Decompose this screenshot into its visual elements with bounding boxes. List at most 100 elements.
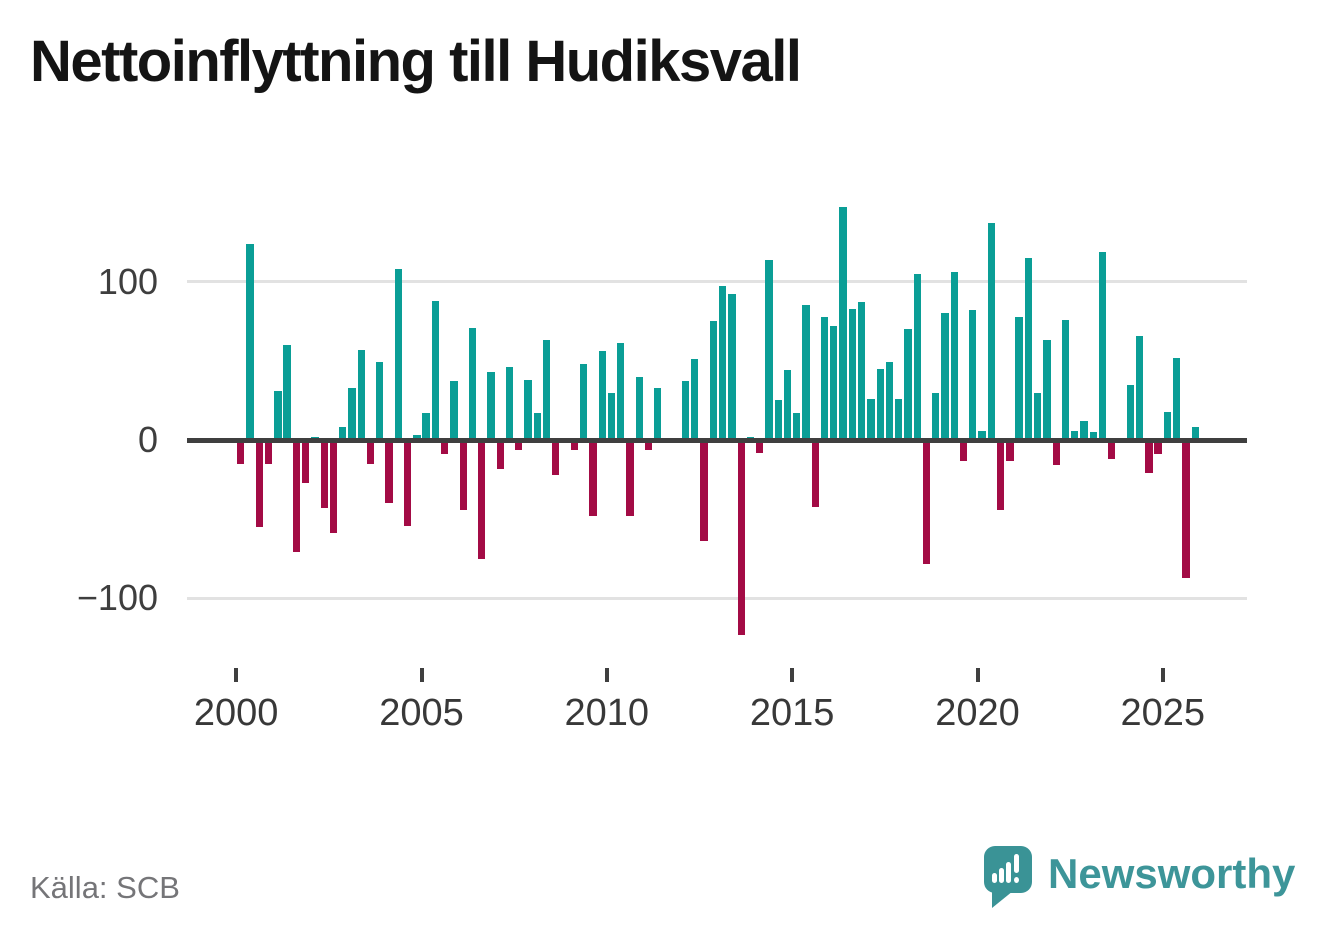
bar-negative — [756, 440, 764, 453]
bar-negative — [1108, 440, 1116, 459]
bar-positive — [1191, 427, 1199, 440]
bar-negative — [700, 440, 708, 542]
bar-positive — [765, 259, 773, 440]
bar-positive — [987, 223, 995, 440]
bar-negative — [496, 440, 504, 469]
bar-positive — [709, 321, 718, 440]
brand-name: Newsworthy — [1048, 850, 1296, 897]
x-axis-tick — [419, 668, 424, 682]
bar-positive — [607, 392, 616, 440]
bar-positive — [774, 400, 782, 440]
bar-positive — [867, 398, 875, 440]
bar-positive — [1135, 335, 1144, 440]
logo-bar-icon — [1006, 862, 1011, 883]
bar-positive — [895, 398, 903, 440]
bar-positive — [904, 329, 912, 440]
bar-positive — [274, 390, 282, 440]
bar-negative — [589, 440, 597, 516]
x-axis-tick — [604, 668, 609, 682]
bar-negative — [441, 440, 449, 455]
bar-positive — [783, 370, 792, 440]
bar-negative — [329, 440, 338, 534]
bar-positive — [533, 413, 541, 440]
bar-negative — [570, 440, 579, 450]
bar-negative — [237, 440, 245, 464]
bar-positive — [969, 310, 977, 440]
bar-positive — [1163, 411, 1172, 440]
bar-negative — [737, 440, 745, 635]
bar-positive — [913, 273, 921, 440]
bar-negative — [1145, 440, 1153, 474]
x-axis-tick — [790, 668, 795, 682]
bar-positive — [681, 381, 690, 440]
logo-bar-icon — [992, 873, 997, 883]
bar-positive — [422, 413, 430, 440]
x-axis-tick-label: 2005 — [379, 692, 464, 734]
bar-positive — [487, 371, 495, 440]
bar-positive — [524, 379, 532, 440]
bar-positive — [1173, 357, 1181, 440]
bar-positive — [1089, 432, 1097, 440]
bar-positive — [246, 243, 254, 440]
bar-negative — [922, 440, 931, 564]
x-axis-tick-label: 2010 — [564, 692, 650, 734]
bar-positive — [1126, 384, 1134, 440]
logo-bar-icon — [999, 868, 1004, 883]
bar-positive — [978, 430, 986, 440]
bar-positive — [542, 340, 551, 440]
bar-negative — [552, 440, 560, 475]
x-axis-tick — [234, 668, 239, 682]
bar-negative — [320, 440, 328, 509]
bar-positive — [1071, 430, 1079, 440]
bar-positive — [431, 300, 440, 440]
bar-positive — [950, 272, 958, 440]
bar-negative — [626, 440, 634, 516]
bar-positive — [598, 351, 606, 440]
bar-positive — [635, 376, 643, 440]
bar-positive — [339, 427, 347, 440]
bar-positive — [691, 359, 699, 440]
x-axis-tick — [975, 668, 980, 682]
bar-positive — [718, 286, 727, 440]
bar-negative — [959, 440, 968, 461]
bar-negative — [255, 440, 263, 528]
bar-negative — [403, 440, 412, 526]
bar-positive — [848, 308, 857, 440]
bar-negative — [1052, 440, 1060, 466]
gridline — [187, 280, 1247, 284]
bar-positive — [802, 305, 810, 440]
chart-title: Nettoinflyttning till Hudiksvall — [30, 29, 802, 94]
bar-negative — [459, 440, 467, 510]
bar-negative — [1006, 440, 1014, 461]
bar-positive — [579, 364, 588, 440]
x-axis-tick-label: 2020 — [935, 692, 1020, 734]
bar-positive — [839, 207, 847, 440]
bar-positive — [450, 381, 458, 440]
bar-positive — [820, 316, 829, 440]
bar-negative — [644, 440, 653, 450]
bar-negative — [478, 440, 486, 559]
bar-negative — [811, 440, 819, 507]
bar-positive — [1080, 421, 1088, 440]
bar-positive — [654, 387, 662, 440]
logo-bubble-tail — [992, 891, 1013, 908]
bar-negative — [292, 440, 301, 553]
gridline — [187, 596, 1247, 600]
bar-positive — [793, 413, 801, 440]
bar-positive — [376, 362, 384, 440]
bar-negative — [302, 440, 310, 483]
bar-positive — [885, 362, 894, 440]
bar-positive — [1098, 251, 1107, 440]
x-axis-tick — [1160, 668, 1165, 682]
bar-positive — [941, 313, 949, 440]
x-axis-tick-label: 2000 — [193, 692, 279, 734]
y-axis-tick-label: −100 — [76, 577, 158, 619]
bar-positive — [505, 367, 514, 440]
x-axis-tick-label: 2025 — [1120, 692, 1206, 734]
bar-negative — [385, 440, 393, 504]
y-axis-tick-label: 0 — [137, 419, 158, 460]
bar-negative — [1182, 440, 1190, 578]
bar-negative — [366, 440, 375, 464]
bar-positive — [1024, 258, 1033, 440]
